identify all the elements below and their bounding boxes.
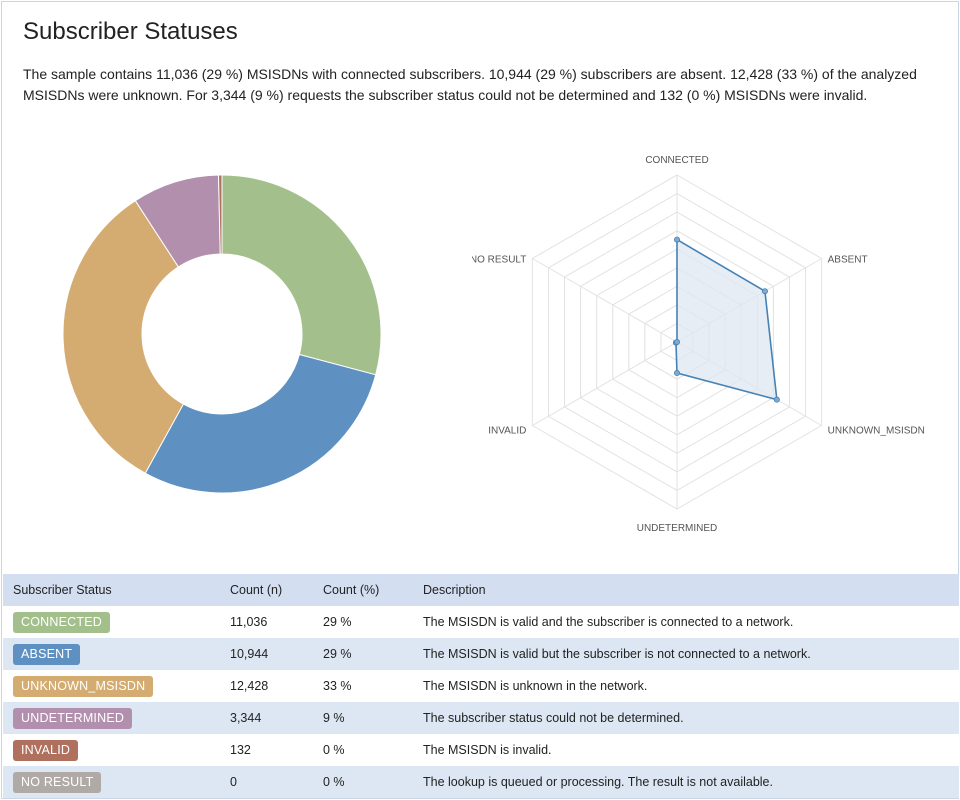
radar-axis-label: INVALID — [488, 426, 526, 437]
status-badge: NO RESULT — [13, 771, 102, 793]
status-cell: INVALID — [3, 734, 220, 766]
count-cell: 0 — [220, 766, 313, 798]
count-cell: 11,036 — [220, 606, 313, 638]
percent-cell: 29 % — [313, 606, 413, 638]
table-row: UNDETERMINED 3,344 9 % The subscriber statu… — [3, 702, 959, 734]
donut-slice-unknown-msisdn — [62, 200, 185, 474]
status-badge: UNKNOWN_MSISDN — [13, 675, 154, 697]
radar-point-unknown-msisdn — [773, 396, 780, 403]
status-badge: ABSENT — [13, 643, 81, 665]
donut-slice-absent — [144, 353, 377, 494]
summary-text: The sample contains 11,036 (29 %) MSISDN… — [23, 66, 917, 103]
radar-axis-label: CONNECTED — [645, 155, 708, 166]
radar-axis-label: NO RESULT — [472, 255, 526, 266]
header-count-n: Count (n) — [220, 574, 313, 606]
status-table: Subscriber Status Count (n) Count (%) De… — [3, 574, 959, 798]
percent-cell: 0 % — [313, 766, 413, 798]
description-cell: The MSISDN is invalid. — [413, 734, 959, 766]
count-cell: 12,428 — [220, 670, 313, 702]
radar-point-connected — [673, 236, 680, 243]
radar-axis-label: ABSENT — [828, 255, 868, 266]
page-title: Subscriber Statuses — [23, 18, 238, 45]
radar-axis-label: UNDETERMINED — [637, 523, 718, 532]
status-cell: UNDETERMINED — [3, 702, 220, 734]
radar-point-absent — [761, 288, 768, 295]
radar-axis-line — [532, 341, 678, 426]
radar-chart: CONNECTED ABSENT UNKNOWN_MSISDN UNDETERMINE… — [472, 155, 925, 532]
status-cell: UNKNOWN_MSISDN — [3, 670, 220, 702]
percent-cell: 29 % — [313, 638, 413, 670]
description-cell: The lookup is queued or processing. The … — [413, 766, 959, 798]
header-count-percent: Count (%) — [313, 574, 413, 606]
count-cell: 132 — [220, 734, 313, 766]
status-cell: ABSENT — [3, 638, 220, 670]
description-cell: The MSISDN is unknown in the network. — [413, 670, 959, 702]
table-body: CONNECTED 11,036 29 % The MSISDN is valid a… — [3, 606, 959, 798]
description-cell: The MSISDN is valid but the subscriber i… — [413, 638, 959, 670]
status-cell: NO RESULT — [3, 766, 220, 798]
radar-series-area — [675, 238, 778, 401]
description-cell: The subscriber status could not be deter… — [413, 702, 959, 734]
description-cell: The MSISDN is valid and the subscriber i… — [413, 606, 959, 638]
percent-cell: 33 % — [313, 670, 413, 702]
count-cell: 3,344 — [220, 702, 313, 734]
header-subscriber-status: Subscriber Status — [3, 574, 220, 606]
status-badge: CONNECTED — [13, 611, 110, 633]
status-badge: UNDETERMINED — [13, 707, 133, 729]
status-cell: CONNECTED — [3, 606, 220, 638]
header-description: Description — [413, 574, 959, 606]
table-row: UNKNOWN_MSISDN 12,428 33 % The MSISDN is un… — [3, 670, 959, 702]
donut-slice-invalid — [218, 174, 223, 255]
charts-area: CONNECTED ABSENT UNKNOWN_MSISDN UNDETERMINE… — [2, 132, 960, 552]
status-badge: INVALID — [13, 739, 79, 761]
table-row: INVALID 132 0 % The MSISDN is invalid. — [3, 734, 959, 766]
count-cell: 10,944 — [220, 638, 313, 670]
radar-axis-line — [532, 258, 678, 343]
radar-point-undetermined — [673, 370, 680, 377]
radar-point-no-result — [673, 338, 680, 345]
donut-slice-connected — [221, 174, 382, 376]
table-header-row: Subscriber Status Count (n) Count (%) De… — [3, 574, 959, 606]
donut-chart — [62, 174, 382, 494]
table-row: NO RESULT 0 0 % The lookup is queued or pro… — [3, 766, 959, 798]
radar-axis-label: UNKNOWN_MSISDN — [828, 426, 925, 437]
percent-cell: 0 % — [313, 734, 413, 766]
table-row: CONNECTED 11,036 29 % The MSISDN is valid a… — [3, 606, 959, 638]
percent-cell: 9 % — [313, 702, 413, 734]
table-row: ABSENT 10,944 29 % The MSISDN is valid but … — [3, 638, 959, 670]
